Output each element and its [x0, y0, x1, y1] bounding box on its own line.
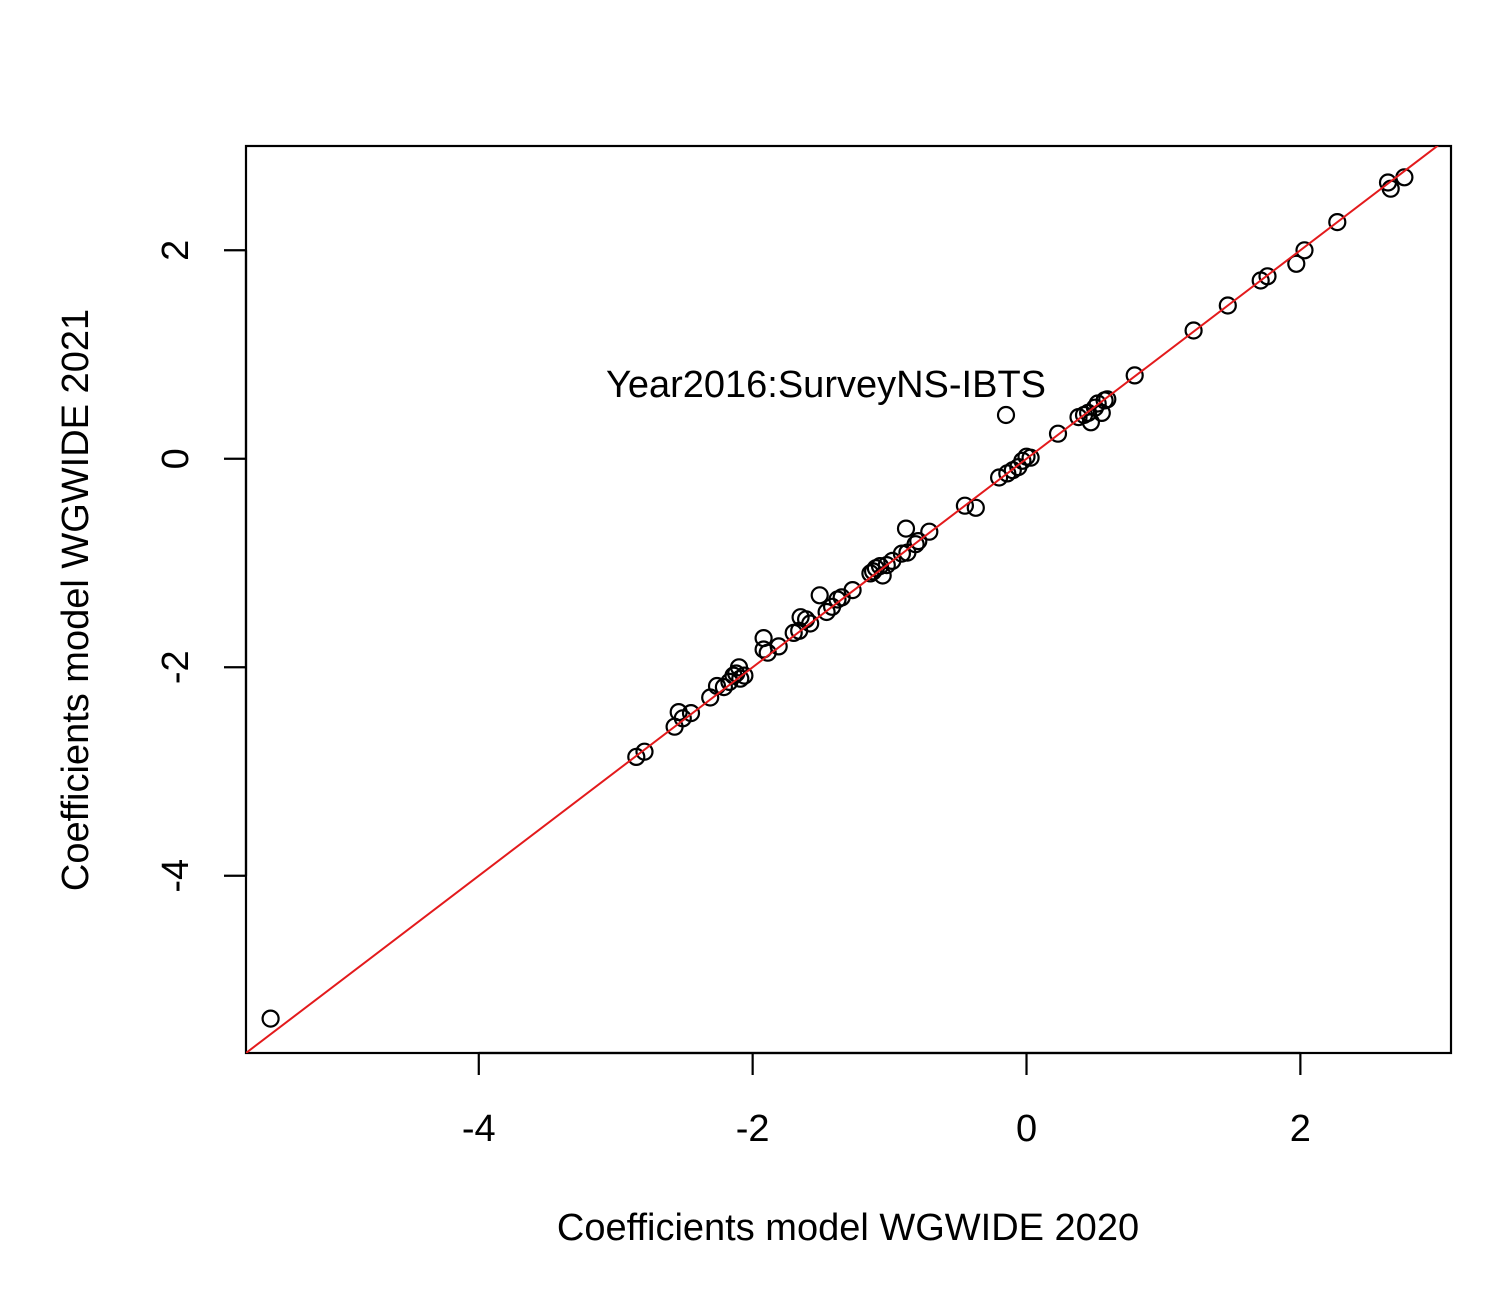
data-point: [1098, 390, 1117, 409]
x-tick-label: 0: [1016, 1108, 1037, 1150]
data-point: [261, 1009, 280, 1028]
data-point: [1125, 366, 1144, 385]
data-point: [870, 556, 890, 576]
data-point: [909, 531, 928, 551]
data-point: [1287, 254, 1306, 273]
data-point: [801, 614, 820, 633]
data-point: [810, 586, 829, 605]
data-point: [906, 535, 925, 554]
data-point: [681, 703, 701, 723]
data-point: [896, 519, 916, 538]
data-point: [1295, 241, 1314, 260]
data-point: [1328, 213, 1347, 232]
point-annotation: Year2016:SurveyNS-IBTS: [606, 364, 1046, 406]
y-tick-label: -4: [155, 859, 197, 893]
y-tick-label: 2: [155, 240, 197, 261]
data-point: [1258, 267, 1277, 286]
y-tick-label: 0: [155, 448, 197, 469]
data-point: [1013, 451, 1032, 470]
data-point: [1021, 448, 1040, 467]
data-point: [955, 496, 975, 515]
data-point: [1184, 321, 1203, 340]
data-point: [1048, 424, 1068, 443]
identity-reference-line: [246, 146, 1439, 1053]
data-point: [996, 405, 1016, 425]
data-point: [920, 522, 939, 541]
data-point: [1381, 179, 1400, 198]
data-point: [635, 742, 654, 761]
x-axis-title: Coefficients model WGWIDE 2020: [557, 1207, 1139, 1249]
data-point: [714, 677, 734, 697]
x-tick-label: -4: [462, 1108, 496, 1150]
data-point: [731, 669, 750, 688]
data-point: [735, 666, 754, 685]
x-tick-label: 2: [1290, 1108, 1311, 1150]
data-point: [877, 555, 896, 575]
y-axis-title: Coefficients model WGWIDE 2021: [55, 309, 97, 891]
data-point: [817, 602, 836, 622]
y-tick-label: -2: [155, 650, 197, 684]
data-point: [966, 498, 985, 517]
data-point: [843, 580, 862, 600]
data-point: [769, 637, 788, 656]
x-tick-label: -2: [736, 1108, 770, 1150]
data-point: [1218, 296, 1237, 315]
